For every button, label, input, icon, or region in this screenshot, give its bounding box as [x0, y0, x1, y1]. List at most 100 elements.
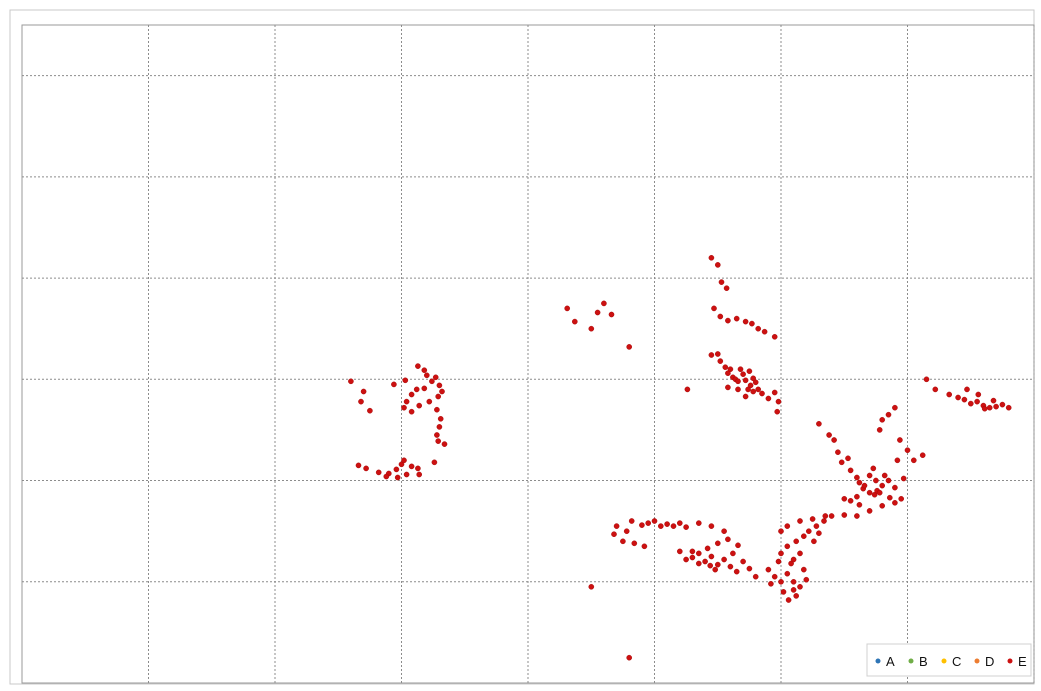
- data-point-e-107: [854, 493, 860, 500]
- data-point-e-170: [733, 568, 740, 575]
- data-point-e-180: [712, 566, 719, 573]
- data-point-e-129: [946, 391, 953, 398]
- data-point-e-104: [885, 477, 892, 484]
- data-point-e-43: [572, 318, 578, 325]
- data-point-e-53: [711, 305, 717, 312]
- data-point-e-122: [885, 411, 892, 418]
- data-point-e-149: [658, 523, 664, 529]
- data-point-e-151: [670, 523, 677, 529]
- legend: A B C D E: [866, 643, 1032, 677]
- legend-label-a: A: [886, 654, 895, 669]
- data-point-e-72: [740, 371, 746, 378]
- data-point-e-179: [730, 550, 736, 557]
- data-point-e-199: [778, 528, 784, 535]
- data-point-e-144: [623, 528, 630, 535]
- data-point-e-94: [838, 459, 845, 466]
- data-point-e-206: [866, 508, 873, 514]
- data-point-e-194: [801, 566, 807, 573]
- data-point-e-11: [403, 471, 410, 478]
- data-points: [348, 254, 1012, 661]
- data-point-e-13: [401, 457, 407, 464]
- data-point-e-82: [759, 390, 765, 397]
- data-point-e-214: [813, 523, 820, 529]
- data-point-e-81: [755, 386, 762, 393]
- data-point-e-162: [683, 556, 689, 563]
- data-point-e-221: [588, 584, 595, 590]
- data-point-e-157: [620, 538, 626, 545]
- data-point-e-182: [707, 562, 714, 569]
- data-point-e-219: [821, 518, 827, 524]
- data-point-e-87: [684, 386, 691, 393]
- data-point-e-75: [747, 382, 754, 389]
- data-point-e-79: [735, 386, 741, 393]
- data-point-e-86: [774, 408, 781, 415]
- data-point-e-98: [856, 479, 863, 486]
- data-point-e-65: [722, 364, 729, 371]
- data-point-e-35: [434, 432, 440, 438]
- data-point-e-202: [809, 516, 816, 522]
- data-point-e-21: [413, 386, 420, 393]
- data-point-e-14: [408, 463, 415, 470]
- data-point-e-203: [822, 513, 829, 519]
- data-point-e-120: [876, 427, 883, 433]
- data-point-e-24: [423, 372, 430, 379]
- data-point-e-40: [408, 408, 415, 415]
- data-point-e-207: [879, 502, 886, 509]
- data-point-e-115: [870, 465, 877, 472]
- data-point-e-67: [727, 366, 734, 373]
- data-point-e-136: [993, 403, 999, 410]
- data-point-e-106: [866, 472, 873, 479]
- data-point-e-126: [904, 447, 911, 454]
- data-point-e-130: [955, 394, 961, 401]
- data-point-e-153: [683, 524, 689, 530]
- data-point-e-139: [975, 391, 982, 398]
- data-point-e-148: [651, 518, 658, 524]
- data-point-e-74: [746, 368, 753, 375]
- data-point-e-156: [721, 528, 727, 535]
- data-point-e-135: [986, 404, 993, 411]
- data-point-e-189: [803, 576, 810, 583]
- data-point-e-143: [613, 523, 620, 529]
- data-point-e-103: [879, 482, 886, 489]
- data-point-e-167: [715, 561, 721, 568]
- data-point-e-166: [708, 553, 715, 560]
- data-point-e-132: [968, 400, 974, 407]
- data-point-e-181: [696, 550, 702, 557]
- data-point-e-209: [898, 495, 905, 502]
- data-point-e-168: [721, 556, 727, 563]
- data-point-e-155: [708, 523, 715, 529]
- data-point-e-96: [847, 467, 854, 474]
- data-point-e-204: [841, 512, 848, 518]
- data-point-e-48: [626, 344, 633, 350]
- data-point-e-195: [793, 593, 800, 599]
- data-point-e-222: [626, 654, 633, 661]
- data-point-e-95: [845, 455, 851, 462]
- data-point-e-93: [835, 449, 841, 456]
- data-point-e-154: [696, 520, 702, 526]
- data-point-e-52: [723, 285, 730, 292]
- data-point-e-158: [631, 540, 638, 547]
- data-point-e-63: [715, 351, 721, 357]
- data-point-e-197: [778, 550, 784, 557]
- data-point-e-47: [594, 309, 601, 316]
- data-point-e-57: [742, 318, 749, 325]
- data-point-e-88: [742, 393, 749, 400]
- legend-marker-c: [941, 658, 947, 664]
- data-point-e-112: [881, 472, 888, 479]
- data-point-e-12: [398, 461, 405, 468]
- data-point-e-6: [375, 469, 382, 476]
- data-point-e-217: [811, 538, 817, 545]
- data-point-e-196: [785, 597, 792, 603]
- data-point-e-100: [866, 489, 873, 496]
- data-point-e-51: [718, 279, 725, 285]
- data-point-e-131: [961, 396, 968, 403]
- data-point-e-19: [403, 398, 410, 405]
- legend-marker-b: [908, 658, 914, 664]
- data-point-e-71: [737, 366, 744, 373]
- data-point-e-17: [391, 381, 397, 388]
- data-point-e-113: [876, 489, 883, 496]
- data-point-e-213: [806, 528, 812, 535]
- data-point-e-97: [854, 474, 860, 481]
- data-point-e-49: [708, 254, 715, 261]
